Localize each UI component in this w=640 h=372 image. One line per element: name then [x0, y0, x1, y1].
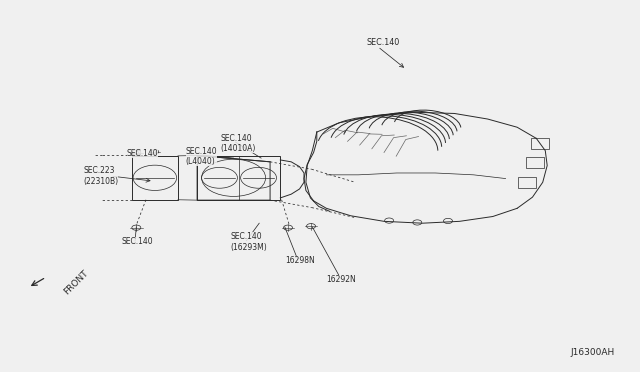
Text: SEC.140: SEC.140 — [127, 149, 158, 158]
Bar — [518, 177, 536, 188]
Text: 16292N: 16292N — [326, 275, 356, 284]
Bar — [531, 138, 549, 149]
Text: SEC.140: SEC.140 — [122, 237, 153, 246]
Text: SEC.140: SEC.140 — [366, 38, 399, 47]
Text: SEC.140
(16293M): SEC.140 (16293M) — [230, 232, 267, 251]
Bar — [526, 157, 544, 168]
Text: SEC.140
(L4040): SEC.140 (L4040) — [186, 147, 217, 166]
Bar — [132, 156, 178, 200]
Text: 16298N: 16298N — [285, 256, 314, 265]
Text: SEC.223
(22310B): SEC.223 (22310B) — [83, 166, 118, 186]
Text: J16300AH: J16300AH — [570, 348, 614, 357]
Text: SEC.140
(14010A): SEC.140 (14010A) — [221, 134, 256, 153]
Text: FRONT: FRONT — [62, 269, 90, 297]
Bar — [197, 156, 280, 200]
